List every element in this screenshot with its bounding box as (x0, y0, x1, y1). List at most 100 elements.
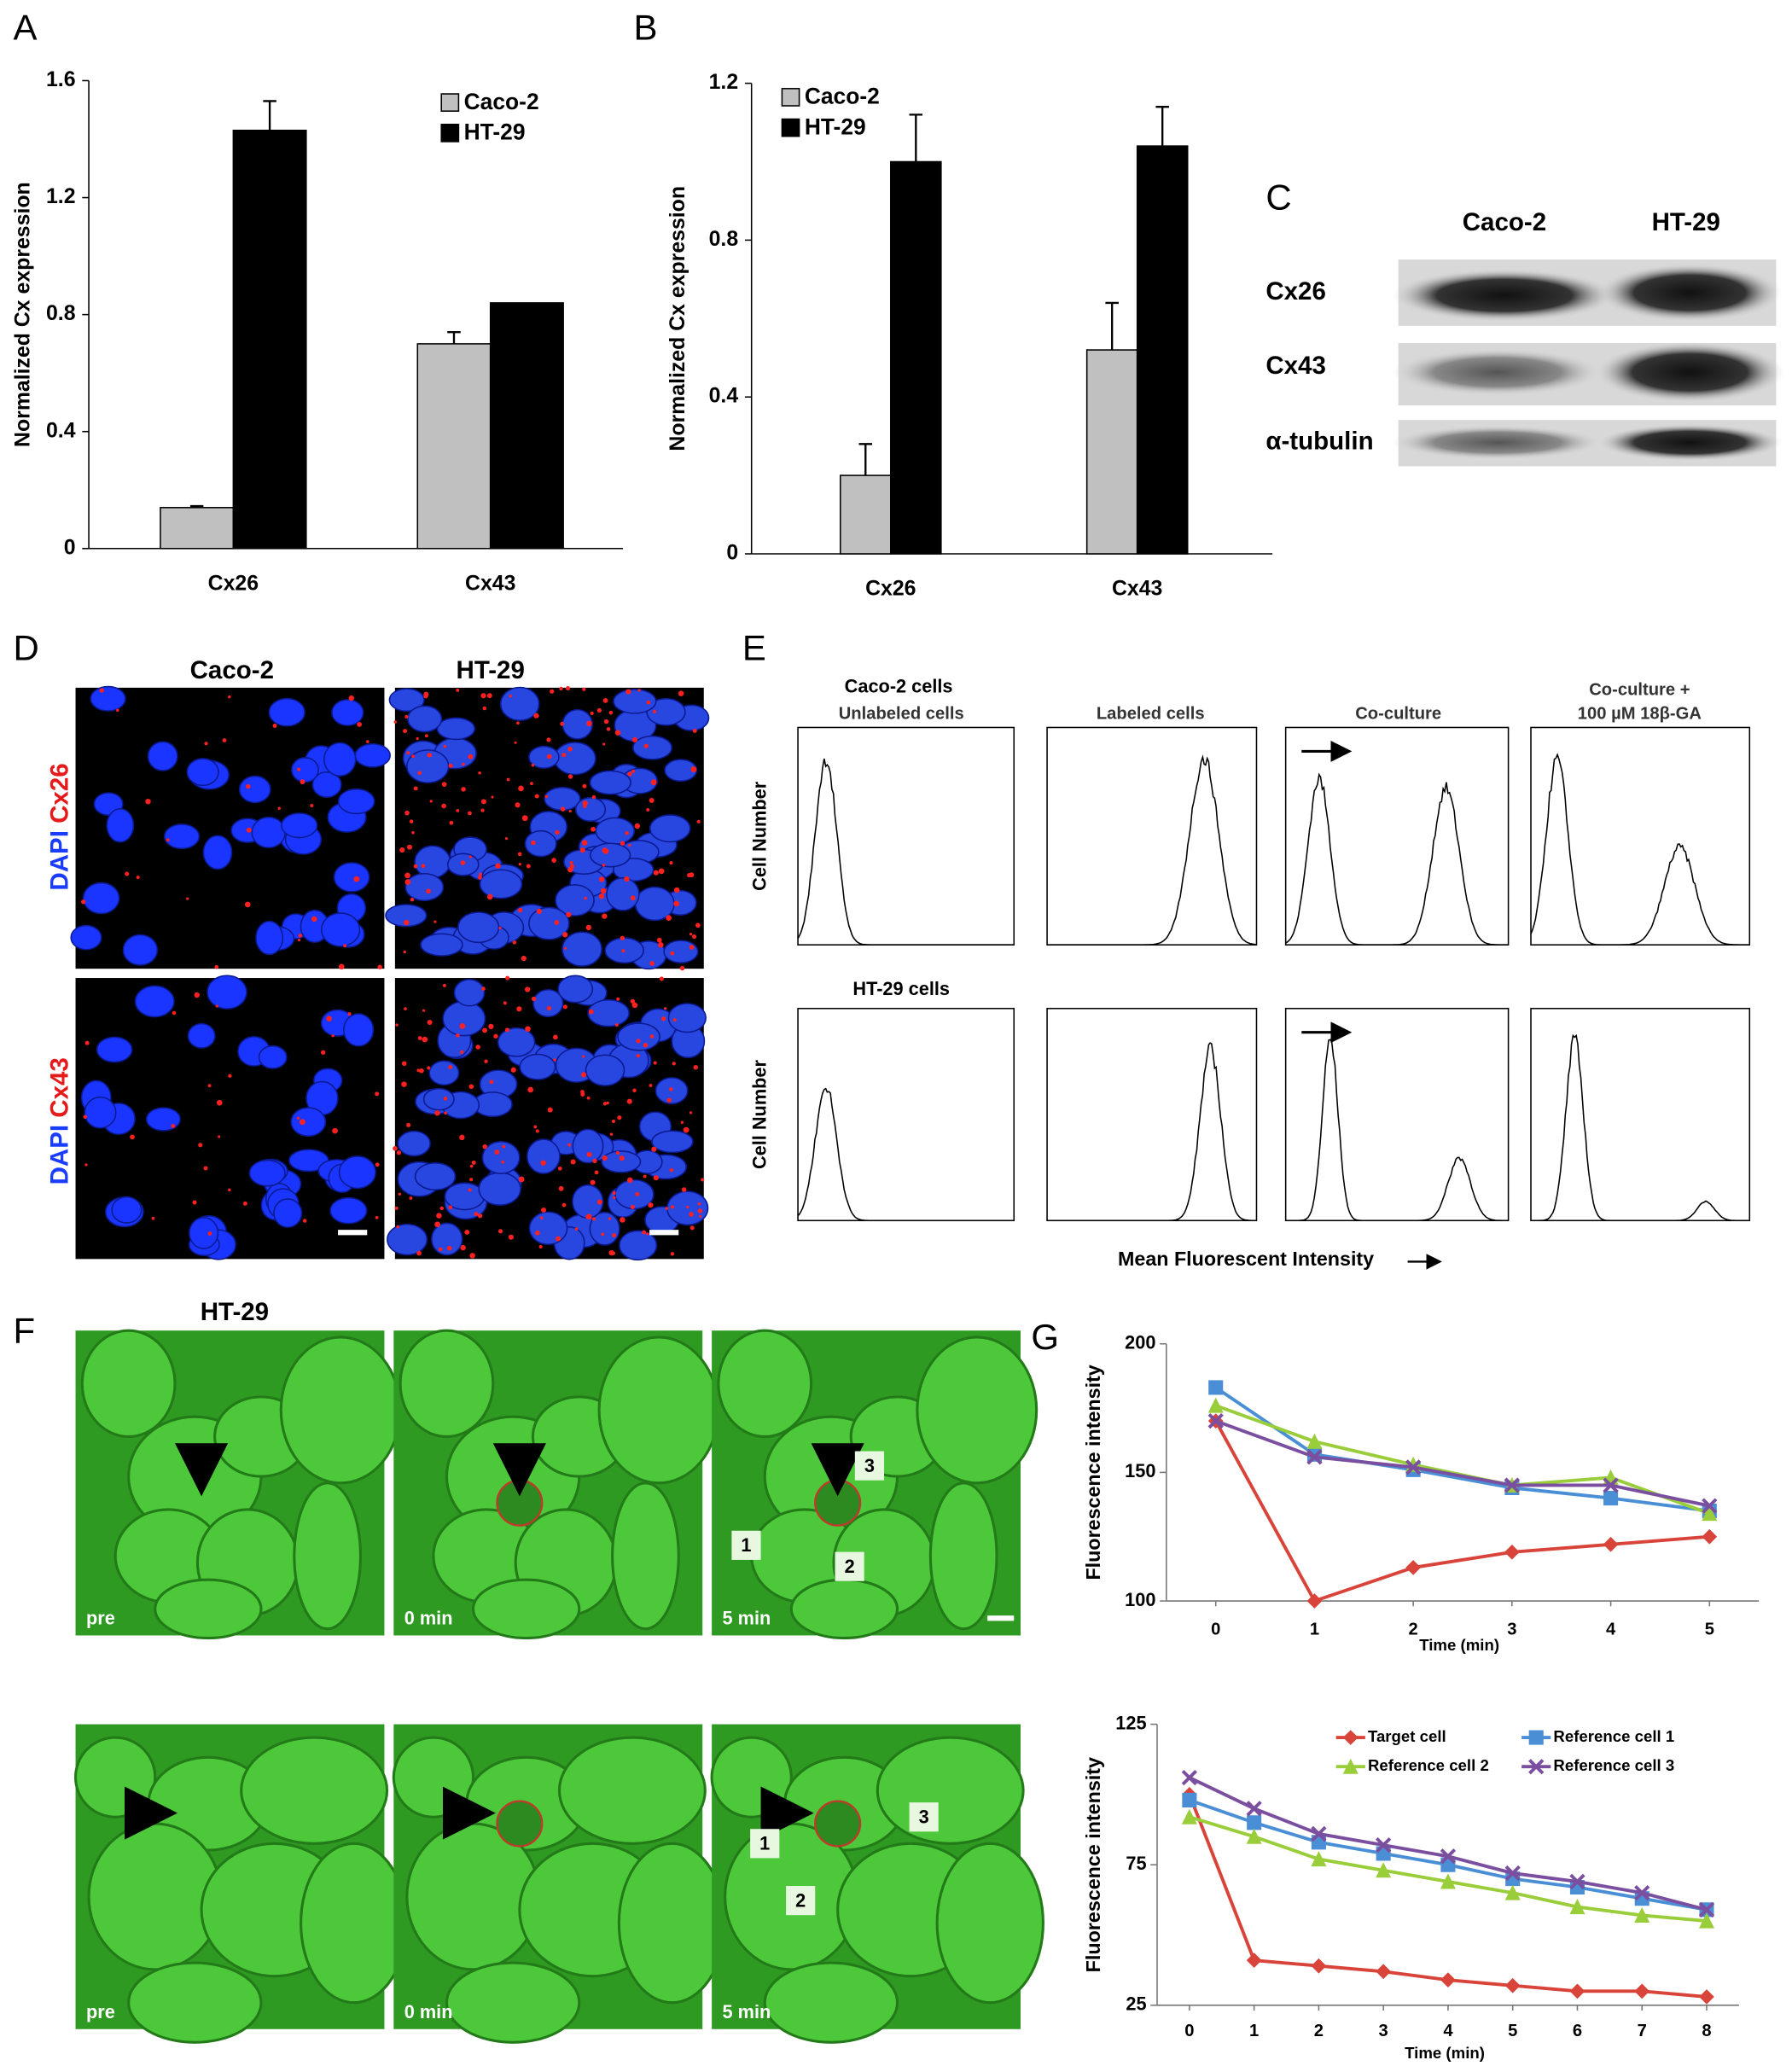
legend-marker (1342, 1730, 1359, 1745)
red-dot (602, 1155, 608, 1161)
red-dot (612, 1233, 617, 1238)
red-dot (582, 783, 587, 789)
marker (1311, 1851, 1327, 1867)
nucleus (431, 1222, 463, 1256)
red-dot (613, 1196, 616, 1200)
nucleus (343, 1013, 375, 1047)
red-dot (218, 1135, 221, 1138)
legend-swatch (781, 118, 800, 137)
red-dot (555, 829, 560, 835)
red-dot (343, 944, 347, 948)
red-dot (538, 1245, 543, 1249)
marker (1405, 1560, 1422, 1575)
x-tick-label: 0 (1184, 2022, 1194, 2040)
red-dot (460, 860, 466, 865)
marker (1440, 1972, 1456, 1988)
cell (557, 1736, 707, 1845)
nucleus (478, 1172, 521, 1206)
stain: DAPI (45, 1125, 73, 1184)
flow-y-label: Cell Number (748, 1059, 770, 1169)
red-dot (561, 1202, 567, 1208)
marker (1569, 1899, 1585, 1915)
red-dot (475, 1045, 480, 1050)
red-dot (672, 1018, 677, 1022)
legend-marker (1342, 1758, 1359, 1774)
x-tick-label: Cx43 (1112, 577, 1162, 600)
series-line (1214, 1420, 1710, 1603)
red-dot (527, 1086, 534, 1093)
nucleus (251, 816, 287, 849)
blot-column: Caco-2 (1463, 208, 1546, 236)
red-dot (620, 1217, 625, 1223)
red-dot (630, 895, 636, 901)
histogram-curve (1531, 1033, 1750, 1222)
nucleus (614, 1178, 655, 1210)
cell (87, 1822, 223, 1971)
red-dot (681, 1187, 687, 1192)
red-dot (602, 913, 608, 919)
nucleus (147, 741, 178, 771)
red-dot (643, 1174, 647, 1178)
marker (1603, 1490, 1619, 1506)
marker (1405, 1459, 1422, 1475)
cell (876, 1736, 1025, 1845)
panel-letter: F (14, 1310, 36, 1350)
red-dot (419, 1068, 424, 1074)
cell-number-box (750, 1829, 780, 1859)
nucleus (202, 835, 233, 870)
red-dot (338, 963, 345, 970)
red-dot (672, 1062, 676, 1066)
marker (1207, 1397, 1224, 1413)
bleach-circle (814, 1800, 862, 1848)
red-dot (416, 1250, 422, 1256)
red-dot (494, 1149, 500, 1155)
red-dot (636, 1054, 640, 1058)
red-dot (506, 777, 510, 782)
red-dot (477, 1213, 483, 1219)
red-dot (673, 900, 679, 907)
red-dot (399, 847, 405, 853)
cell (928, 1481, 998, 1631)
red-dot (584, 896, 587, 900)
cell (392, 1736, 475, 1819)
nucleus (619, 1230, 658, 1261)
red-dot (540, 1160, 546, 1166)
red-dot (514, 741, 517, 744)
red-dot (321, 1050, 326, 1055)
marker (1246, 1801, 1262, 1817)
x-axis-label: Time (min) (1405, 2044, 1485, 2062)
nucleus (601, 1150, 642, 1173)
red-dot (670, 1252, 675, 1256)
nucleus (585, 1054, 625, 1086)
red-dot (591, 826, 596, 832)
red-dot (461, 787, 466, 792)
marker (1376, 1836, 1392, 1854)
red-dot (536, 908, 542, 915)
nucleus (428, 1060, 460, 1086)
red-dot (533, 1125, 538, 1129)
red-dot (498, 926, 502, 930)
red-dot (685, 1205, 689, 1208)
red-dot (530, 782, 533, 786)
red-dot (413, 786, 418, 791)
red-dot (207, 1084, 212, 1088)
nucleus (187, 1022, 216, 1049)
nucleus (273, 1198, 303, 1228)
red-dot (482, 1144, 488, 1149)
red-dot (636, 1039, 641, 1044)
bar (489, 302, 564, 550)
blot-row: α-tubulin (1265, 427, 1373, 455)
bar (1136, 145, 1189, 555)
red-dot (627, 771, 632, 777)
cell-number: 1 (741, 1534, 751, 1556)
red-dot (192, 1200, 197, 1205)
marker (1207, 1412, 1224, 1429)
red-dot (588, 1009, 594, 1015)
nucleus (519, 1053, 556, 1080)
marker (1247, 1815, 1262, 1830)
red-dot (456, 1033, 460, 1038)
x-tick-label: 5 (1705, 1621, 1714, 1639)
x-tick-label: 0 (1211, 1621, 1220, 1639)
nucleus (606, 876, 640, 911)
red-dot (625, 831, 629, 835)
